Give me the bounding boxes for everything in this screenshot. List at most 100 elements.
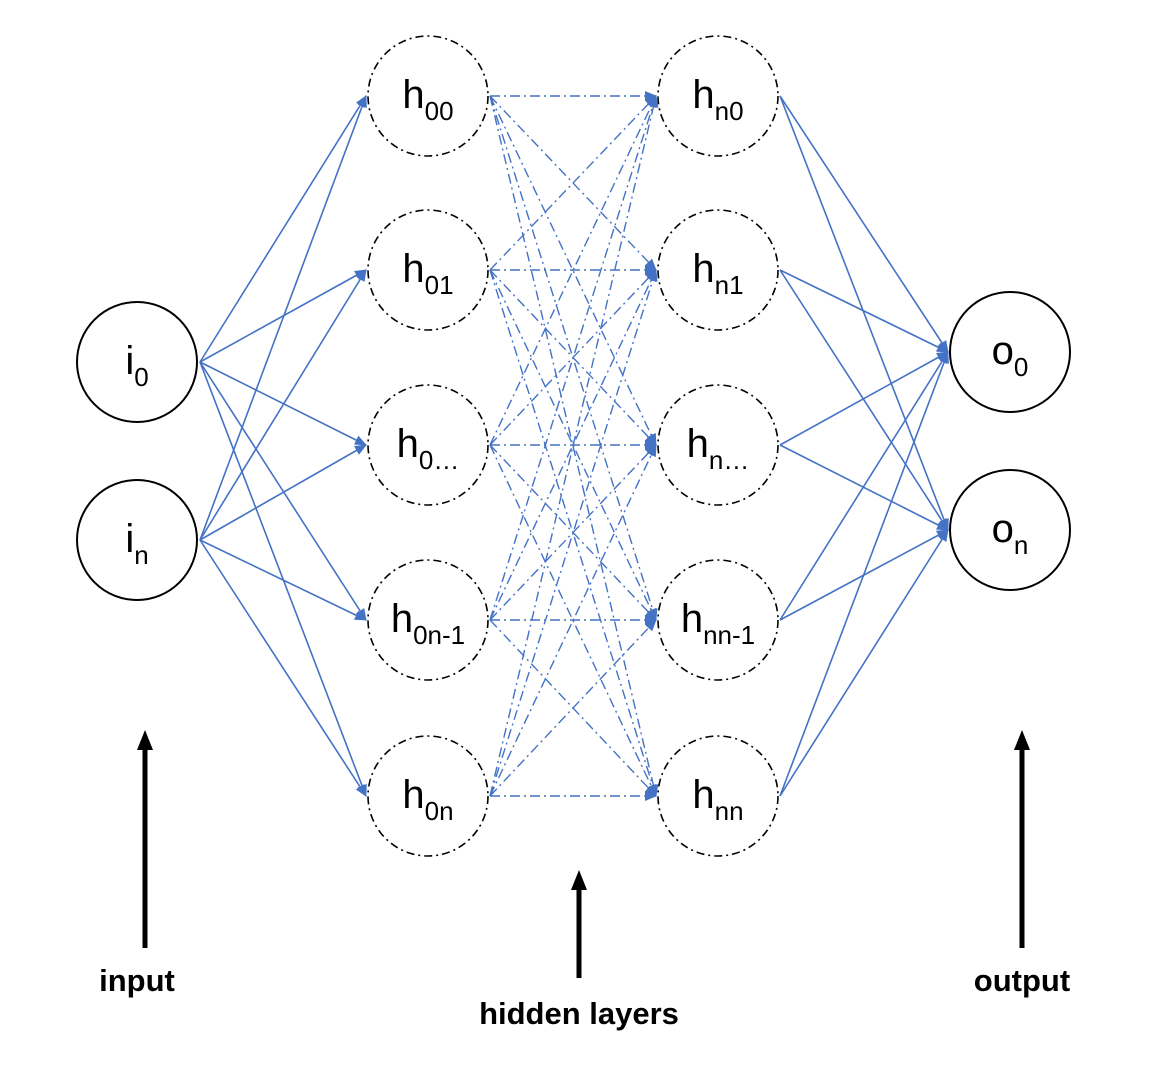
node-circle [367,559,489,681]
node-h0dots: h0… [367,384,489,506]
node-hnn: hnn [657,735,779,857]
node-circle [367,209,489,331]
edge-h0n1-hn0 [489,95,658,621]
node-label-subscript: n… [709,445,749,475]
edge-hndots-o0 [779,351,949,446]
node-circle [367,384,489,506]
node-label-subscript: n1 [715,270,744,300]
node-circle [657,735,779,857]
edge-hn0-on [779,95,949,531]
nodes: i0inh00h01h0…h0n-1h0nhn0hn1hn…hnn-1hnno0… [76,35,1071,857]
node-label: h01 [402,247,453,300]
node-label: hn… [687,422,750,475]
node-label-subscript: n [134,540,148,570]
node-label-base: h [692,73,714,117]
node-label-subscript: 00 [425,96,454,126]
node-hnn1: hnn-1 [657,559,779,681]
node-label: in [125,517,148,570]
node-label-subscript: 0n-1 [413,620,465,650]
edge-hn0-o0 [779,95,949,353]
node-in: in [76,479,198,601]
edge-i0-h0n1 [199,361,367,621]
node-label: hnn-1 [681,597,755,650]
node-hndots: hn… [657,384,779,506]
node-circle [76,479,198,601]
node-h01: h01 [367,209,489,331]
edge-h00-hndots [489,95,657,446]
node-o0: o0 [949,291,1071,413]
node-label-base: h [397,422,419,466]
edge-h0n-hndots [489,444,657,797]
edge-h0dots-hn0 [489,95,657,446]
edge-hnn-on [779,529,949,797]
edge-h01-hn0 [489,95,657,271]
node-label-subscript: 0 [134,362,148,392]
node-label-subscript: 0 [1014,352,1028,382]
node-label-base: i [125,339,134,383]
node-circle [657,559,779,681]
node-circle [657,384,779,506]
node-circle [657,35,779,157]
node-i0: i0 [76,301,198,423]
edge-hnn-o0 [779,351,949,797]
node-label-subscript: n [1014,530,1028,560]
output-caption-group: output [974,730,1070,998]
node-label-base: o [992,507,1014,551]
node-h00: h00 [367,35,489,157]
node-label-base: h [402,773,424,817]
node-label-base: h [681,597,703,641]
connections [199,91,949,801]
node-hn0: hn0 [657,35,779,157]
edge-h0n1-hn1 [489,269,657,621]
edge-i0-h00 [199,95,367,363]
node-label-subscript: nn [715,796,744,826]
node-circle [76,301,198,423]
node-h0n1: h0n-1 [367,559,489,681]
edge-in-h0dots [199,444,367,541]
edge-h0n1-hndots [489,444,657,621]
node-label: h0n [402,773,453,826]
node-on: on [949,469,1071,591]
edge-h0n-hn1 [489,269,658,797]
node-circle [949,291,1071,413]
node-hn1: hn1 [657,209,779,331]
node-label: o0 [992,329,1029,382]
node-label: hn1 [692,247,743,300]
node-circle [367,35,489,157]
input-caption-group: input [99,730,175,998]
node-label: h0… [397,422,460,475]
node-label-subscript: 01 [425,270,454,300]
node-label-subscript: nn-1 [703,620,755,650]
input-caption: input [99,963,175,998]
hidden-caption-group: hidden layers [479,870,679,1031]
output-caption: output [974,963,1070,998]
node-label: i0 [125,339,148,392]
node-label: h0n-1 [391,597,465,650]
node-label-base: h [402,73,424,117]
node-label-base: h [402,247,424,291]
hidden-caption: hidden layers [479,996,679,1031]
node-h0n: h0n [367,735,489,857]
edge-in-h0n [199,539,367,797]
node-label-base: o [992,329,1014,373]
edge-in-h0n1 [199,539,367,621]
node-label-subscript: n0 [715,96,744,126]
edge-hn1-on [779,269,949,531]
node-label: hnn [692,773,743,826]
node-circle [367,735,489,857]
edge-hnn1-o0 [779,351,949,621]
node-label: h00 [402,73,453,126]
edge-i0-h0n [199,361,367,797]
node-label-subscript: 0n [425,796,454,826]
node-label: hn0 [692,73,743,126]
edge-hn1-o0 [779,269,949,353]
edge-in-h00 [199,95,367,541]
edge-in-h01 [199,269,367,541]
node-label-base: h [692,247,714,291]
node-circle [657,209,779,331]
node-circle [949,469,1071,591]
node-label-base: h [687,422,709,466]
node-label-base: h [391,597,413,641]
node-label-base: i [125,517,134,561]
